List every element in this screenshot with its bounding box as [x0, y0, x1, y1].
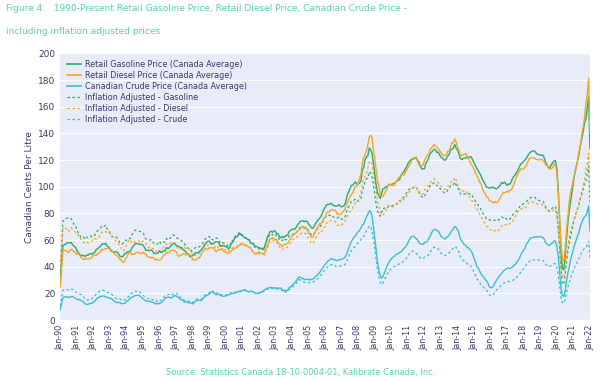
Legend: Retail Gasoline Price (Canada Average), Retail Diesel Price (Canada Average), Ca: Retail Gasoline Price (Canada Average), …	[64, 58, 250, 126]
Text: Figure 4:   1990-Present Retail Gasoline Price, Retail Diesel Price, Canadian Cr: Figure 4: 1990-Present Retail Gasoline P…	[6, 4, 407, 13]
Text: Source: Statistics Canada 18-10-0004-01, Kalibrate Canada, Inc.: Source: Statistics Canada 18-10-0004-01,…	[166, 368, 436, 377]
Text: including inflation adjusted prices: including inflation adjusted prices	[6, 27, 160, 36]
Y-axis label: Canadian Cents Per Litre: Canadian Cents Per Litre	[25, 131, 34, 243]
